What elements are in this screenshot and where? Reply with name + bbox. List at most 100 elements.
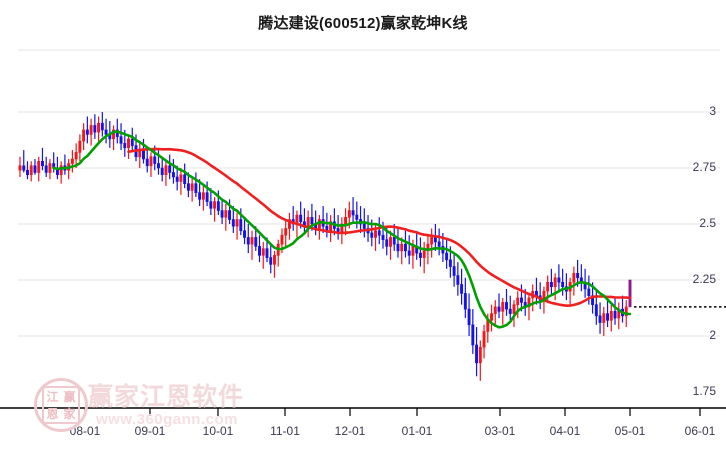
y-axis-tick-label: 2.75 xyxy=(692,160,716,174)
candle xyxy=(355,201,359,229)
candle xyxy=(183,163,187,189)
candle xyxy=(276,239,280,267)
candle xyxy=(149,152,153,177)
candle xyxy=(291,206,295,231)
candle xyxy=(478,340,482,381)
y-axis-tick-label: 2.25 xyxy=(692,272,716,286)
candle xyxy=(501,297,505,325)
x-axis-tick-label: 10-01 xyxy=(202,424,234,438)
candle xyxy=(471,309,475,354)
candle xyxy=(220,199,224,224)
candle xyxy=(29,161,33,182)
candle xyxy=(171,159,175,184)
candle xyxy=(553,273,557,301)
candle xyxy=(228,199,232,224)
x-axis-tick-label: 04-01 xyxy=(549,424,581,438)
grid-lines xyxy=(18,49,720,337)
candle xyxy=(261,241,265,269)
candle xyxy=(138,143,142,168)
x-axis-tick-label: 05-01 xyxy=(614,424,646,438)
x-axis-tick-label: 08-01 xyxy=(69,424,101,438)
candle xyxy=(568,277,572,305)
candle xyxy=(306,210,310,238)
candle xyxy=(175,165,179,191)
candle xyxy=(508,295,512,323)
candle xyxy=(467,293,471,336)
candle xyxy=(82,123,86,151)
candle xyxy=(224,203,228,231)
candle xyxy=(201,185,205,211)
candle xyxy=(112,125,116,151)
candle xyxy=(418,237,422,267)
candle xyxy=(209,188,213,216)
candle xyxy=(160,156,164,182)
candle xyxy=(482,324,486,359)
candle xyxy=(93,114,97,139)
candle xyxy=(190,176,194,202)
candle xyxy=(231,206,235,233)
candle xyxy=(456,262,460,296)
candle xyxy=(205,181,209,207)
y-axis-tick-label: 1.75 xyxy=(692,384,716,398)
candle xyxy=(287,212,291,240)
candle xyxy=(463,277,467,319)
candle xyxy=(250,230,254,260)
candle xyxy=(534,277,538,305)
candle xyxy=(460,268,464,305)
candlesticks xyxy=(18,112,632,381)
candle xyxy=(145,147,149,173)
candle xyxy=(549,268,553,296)
candle xyxy=(606,300,610,328)
candle xyxy=(18,156,22,177)
x-axis-ticks xyxy=(84,408,701,416)
candle xyxy=(119,123,123,151)
ma-short-line xyxy=(52,130,632,329)
candle xyxy=(329,215,333,242)
candle xyxy=(235,212,239,240)
candle xyxy=(243,217,247,245)
candle xyxy=(621,295,624,323)
candle xyxy=(445,239,449,269)
candle xyxy=(572,266,576,296)
candle xyxy=(44,156,48,177)
candle xyxy=(561,268,565,296)
candle xyxy=(321,206,325,233)
candle xyxy=(557,264,561,292)
x-axis-tick-label: 12-01 xyxy=(334,424,366,438)
candle xyxy=(216,190,220,216)
candle xyxy=(407,235,411,265)
candle xyxy=(422,241,426,274)
candle xyxy=(258,235,261,263)
candle xyxy=(336,215,340,240)
candle xyxy=(475,327,479,377)
candle xyxy=(100,112,104,137)
candle xyxy=(400,237,404,265)
ma-long-path xyxy=(127,147,632,307)
candle xyxy=(377,217,381,245)
candle xyxy=(628,279,632,308)
candle xyxy=(325,212,329,238)
candle xyxy=(497,293,501,319)
candle xyxy=(48,159,52,180)
candle xyxy=(26,161,29,180)
y-axis-tick-label: 2 xyxy=(709,328,716,342)
candle xyxy=(127,134,130,160)
candle xyxy=(59,161,63,184)
candle xyxy=(213,197,217,222)
candle xyxy=(37,156,41,182)
x-axis-tick-label: 09-01 xyxy=(134,424,166,438)
candle xyxy=(437,228,441,256)
candle xyxy=(389,230,392,260)
candle xyxy=(85,116,89,144)
candle xyxy=(493,300,497,328)
candle xyxy=(396,228,400,258)
candle xyxy=(89,118,93,146)
ma-short-path xyxy=(52,130,632,329)
candle xyxy=(22,150,26,173)
candle xyxy=(538,282,542,310)
candle xyxy=(179,168,183,195)
candle xyxy=(78,134,82,162)
candle xyxy=(602,306,606,336)
y-axis-tick-label: 3 xyxy=(709,104,716,118)
